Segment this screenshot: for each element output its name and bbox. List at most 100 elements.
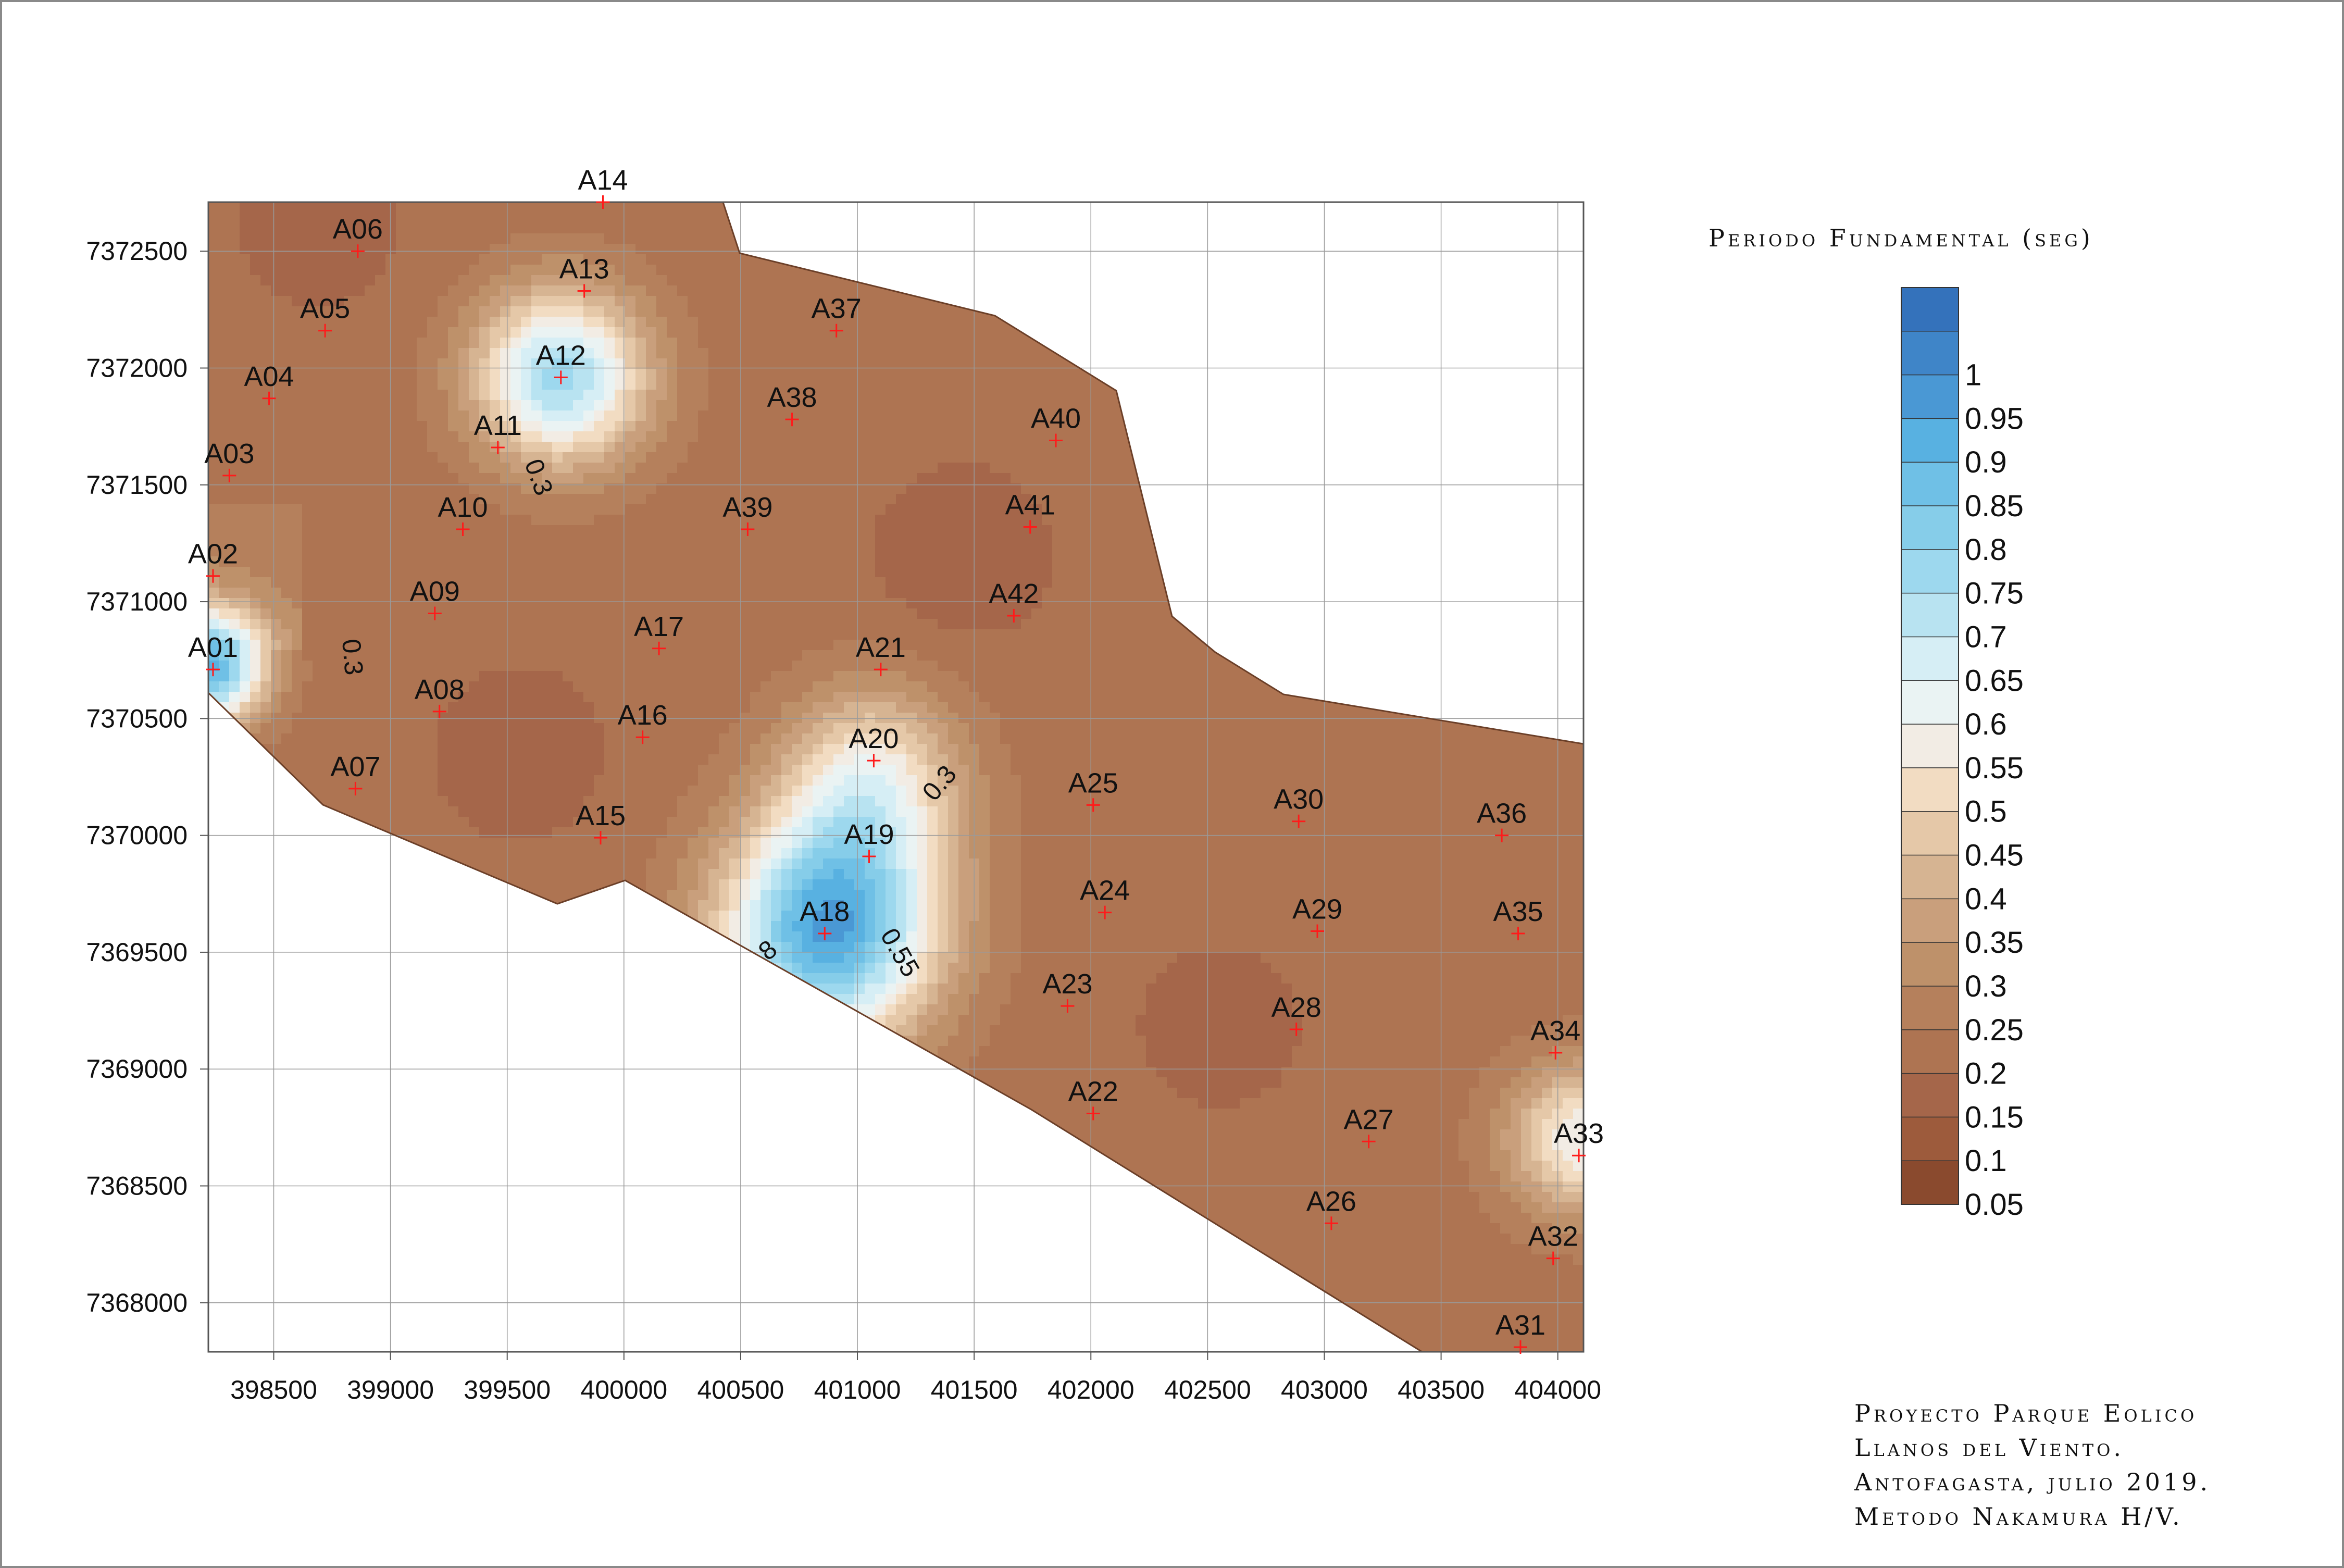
legend-swatch [1901, 942, 1959, 987]
legend-swatch [1901, 986, 1959, 1030]
station-a20: A20 [849, 723, 899, 768]
legend-swatch [1901, 1161, 1959, 1205]
credit-line-3: Antofagasta, julio 2019. [1854, 1468, 2211, 1496]
station-label: A12 [536, 340, 586, 371]
station-label: A15 [576, 800, 626, 831]
station-a42: A42 [989, 578, 1039, 623]
station-a32: A32 [1528, 1221, 1578, 1265]
station-label: A22 [1068, 1076, 1118, 1107]
legend-swatch [1901, 767, 1959, 812]
station-a02: A02 [188, 539, 238, 583]
legend-swatch [1901, 855, 1959, 899]
station-a10: A10 [438, 492, 488, 537]
station-markers: A01 A02 A03 A04 A05 A06 A07 A08 A09 A10 A11 A12 A13 A… [188, 165, 1604, 1354]
legend-swatch [1901, 506, 1959, 550]
legend-value: 0.8 [1965, 533, 2007, 567]
station-label: A38 [767, 382, 817, 413]
credit-line-1: Proyecto Parque Eolico [1854, 1399, 2198, 1427]
station-a06: A06 [333, 214, 383, 258]
contour-fill [208, 202, 1584, 1352]
x-tick-label: 399500 [464, 1375, 551, 1404]
station-a37: A37 [812, 293, 862, 338]
legend-swatch [1901, 462, 1959, 506]
station-a24: A24 [1080, 875, 1130, 919]
legend-swatch [1901, 637, 1959, 681]
station-a17: A17 [634, 611, 684, 655]
station-label: A37 [812, 293, 862, 325]
legend-value: 0.65 [1965, 664, 2024, 698]
legend-value: 0.25 [1965, 1013, 2024, 1047]
x-tick-label: 400500 [697, 1375, 784, 1404]
y-tick-label: 7370000 [86, 821, 188, 850]
station-a33: A33 [1554, 1118, 1604, 1163]
legend-value: 0.15 [1965, 1100, 2024, 1134]
station-a25: A25 [1068, 767, 1118, 812]
station-label: A34 [1530, 1015, 1580, 1047]
legend-swatch [1901, 331, 1959, 376]
y-tick-label: 7372500 [86, 237, 188, 266]
station-label: A28 [1271, 992, 1321, 1023]
station-label: A23 [1042, 968, 1092, 1000]
station-a34: A34 [1530, 1015, 1580, 1060]
station-a26: A26 [1306, 1186, 1356, 1230]
y-tick-label: 7371500 [86, 470, 188, 500]
y-tick-label: 7370500 [86, 704, 188, 733]
station-label: A18 [800, 896, 850, 927]
station-label: A32 [1528, 1221, 1578, 1252]
station-label: A21 [856, 632, 906, 663]
station-a04: A04 [244, 361, 294, 405]
legend-value: 0.4 [1965, 882, 2007, 916]
legend-value: 1 [1965, 358, 1981, 392]
station-label: A42 [989, 578, 1039, 609]
station-label: A01 [188, 632, 238, 663]
station-a08: A08 [415, 674, 465, 718]
station-label: A31 [1495, 1310, 1545, 1341]
station-label: A11 [474, 410, 522, 441]
station-a21: A21 [856, 632, 906, 677]
station-label: A27 [1344, 1104, 1394, 1135]
station-a38: A38 [767, 382, 817, 427]
station-a07: A07 [330, 751, 380, 795]
station-a28: A28 [1271, 992, 1321, 1036]
x-tick-label: 403500 [1398, 1375, 1485, 1404]
grid-lines [208, 202, 1584, 1352]
x-tick-label: 402500 [1164, 1375, 1251, 1404]
station-label: A39 [722, 492, 772, 523]
credit-line-4: Metodo Nakamura H/V. [1854, 1502, 2183, 1530]
station-a19: A19 [844, 819, 894, 864]
station-label: A09 [410, 576, 460, 607]
station-a01: A01 [188, 632, 238, 677]
station-label: A35 [1493, 896, 1543, 927]
station-label: A10 [438, 492, 488, 523]
station-a39: A39 [722, 492, 772, 537]
station-label: A16 [618, 700, 668, 731]
y-tick-label: 7369000 [86, 1054, 188, 1084]
station-a12: A12 [536, 340, 586, 384]
x-tick-label: 399000 [347, 1375, 434, 1404]
station-label: A33 [1554, 1118, 1604, 1149]
station-a22: A22 [1068, 1076, 1118, 1121]
legend-swatch [1901, 418, 1959, 463]
legend-title: Periodo Fundamental (seg) [1709, 224, 2093, 252]
station-label: A05 [300, 293, 350, 325]
station-a31: A31 [1495, 1310, 1545, 1354]
y-tick-label: 7369500 [86, 938, 188, 967]
station-label: A07 [330, 751, 380, 782]
station-a23: A23 [1042, 968, 1092, 1013]
legend-value: 0.2 [1965, 1057, 2007, 1091]
station-label: A02 [188, 539, 238, 570]
station-a03: A03 [204, 438, 254, 482]
station-a15: A15 [576, 800, 626, 845]
legend-value: 0.05 [1965, 1188, 2024, 1222]
legend-swatch [1901, 549, 1959, 594]
x-tick-label: 404000 [1514, 1375, 1601, 1404]
legend-value: 0.45 [1965, 839, 2024, 873]
y-axis: 7372500 7372000 7371500 7371000 7370500 73700… [86, 237, 208, 1317]
legend-value: 0.55 [1965, 751, 2024, 785]
plot-frame [207, 201, 1585, 1353]
station-label: A40 [1031, 403, 1081, 434]
station-a05: A05 [300, 293, 350, 338]
legend-swatch [1901, 593, 1959, 637]
